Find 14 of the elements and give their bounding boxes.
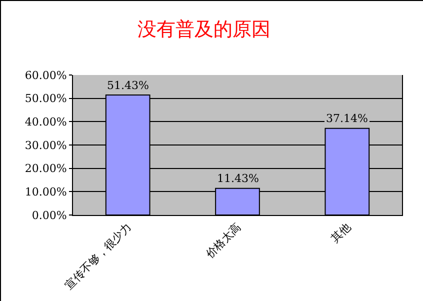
y-tick-label: 10.00% [24, 186, 67, 199]
data-label: 11.43% [217, 172, 259, 185]
y-tick-label: 40.00% [24, 116, 67, 129]
data-label: 51.43% [107, 79, 149, 92]
data-label: 37.14% [326, 112, 368, 125]
chart-title: 没有普及的原因 [138, 18, 271, 40]
x-tick-label: 宣传不够，很少力 [62, 220, 134, 292]
y-tick-label: 0.00% [32, 208, 67, 222]
y-tick-label: 20.00% [24, 162, 67, 176]
x-tick-label: 其他 [328, 220, 354, 246]
y-tick-label: 50.00% [24, 92, 67, 106]
y-tick-label: 30.00% [24, 138, 67, 152]
x-tick-label: 价格太高 [202, 220, 244, 262]
y-tick-label: 60.00% [24, 68, 67, 82]
